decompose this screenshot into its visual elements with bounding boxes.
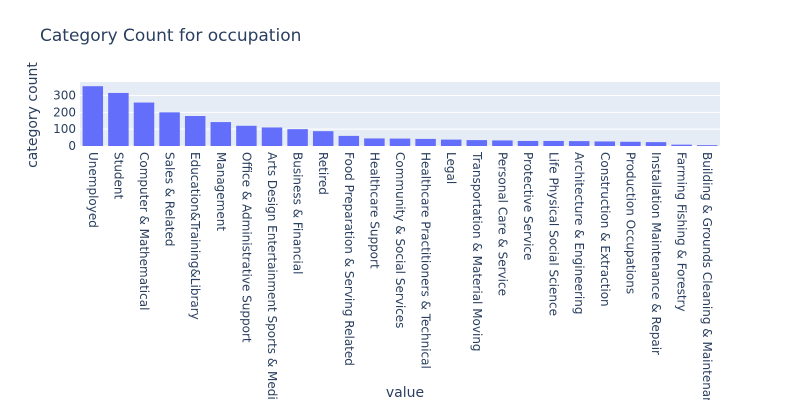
x-tick-label: Life Physical Social Science	[547, 152, 561, 316]
bar-22[interactable]	[645, 142, 667, 146]
bar-19[interactable]	[568, 141, 590, 146]
bar-6[interactable]	[236, 125, 257, 146]
bar-17[interactable]	[517, 140, 539, 146]
x-tick-label: Architecture & Engineering	[572, 152, 586, 314]
x-tick-label: Management	[214, 152, 228, 231]
x-tick-label: Protective Service	[521, 152, 535, 260]
bar-20[interactable]	[594, 141, 616, 146]
bar-7[interactable]	[261, 127, 283, 146]
x-tick-label: Student	[111, 152, 125, 200]
x-tick-label: Farming Fishing & Forestry	[675, 152, 689, 312]
x-tick-labels: Unemployed Student Computer & Mathematical…	[86, 151, 714, 400]
x-tick-label: Transportation & Material Moving	[470, 151, 484, 352]
x-tick-label: Community & Social Services	[393, 152, 407, 328]
x-tick-label: Office & Administrative Support	[239, 152, 253, 343]
bar-14[interactable]	[440, 139, 462, 146]
bar-12[interactable]	[389, 138, 411, 146]
bar-3[interactable]	[159, 112, 180, 146]
bar-10[interactable]	[338, 135, 360, 146]
x-tick-label: Computer & Mathematical	[137, 152, 151, 310]
bar-18[interactable]	[543, 140, 564, 146]
bar-0[interactable]	[82, 86, 104, 146]
bar-21[interactable]	[620, 141, 641, 146]
x-tick-label: Production Occupations	[623, 152, 637, 294]
chart-title: Category Count for occupation	[40, 26, 301, 46]
x-tick-label: Food Preparation & Serving Related	[342, 152, 356, 366]
x-axis-title: value	[386, 385, 424, 400]
y-tick-labels: 0 100 200 300	[53, 88, 76, 153]
x-tick-label: Construction & Extraction	[598, 152, 612, 307]
bar-5[interactable]	[210, 122, 232, 146]
x-tick-label: Sales & Related	[163, 152, 177, 247]
bar-8[interactable]	[287, 129, 308, 146]
bar-4[interactable]	[184, 116, 206, 146]
x-tick-label: Building & Grounds Cleaning & Maintenanc…	[700, 152, 714, 400]
x-tick-label: Healthcare Support	[367, 152, 381, 269]
bar-15[interactable]	[466, 140, 488, 146]
bar-2[interactable]	[133, 102, 155, 146]
x-tick-label: Installation Maintenance & Repair	[649, 152, 663, 355]
bar-23[interactable]	[671, 144, 692, 146]
bars	[82, 86, 718, 146]
bar-24[interactable]	[696, 145, 718, 146]
x-tick-label: Education&Training&Library	[188, 152, 202, 320]
bar-16[interactable]	[492, 140, 513, 146]
y-tick-label: 0	[68, 139, 76, 153]
y-tick-label: 100	[53, 122, 76, 136]
bar-1[interactable]	[108, 92, 129, 146]
bar-9[interactable]	[312, 131, 334, 146]
bar-13[interactable]	[415, 138, 436, 146]
x-tick-label: Unemployed	[86, 152, 100, 228]
x-tick-label: Personal Care & Service	[495, 152, 509, 296]
x-tick-label: Healthcare Practitioners & Technical	[419, 152, 433, 369]
x-tick-label: Retired	[316, 152, 330, 195]
y-tick-label: 200	[53, 105, 76, 119]
x-tick-label: Arts Design Entertainment Sports & Media	[265, 152, 279, 400]
y-tick-label: 300	[53, 88, 76, 102]
bar-11[interactable]	[364, 138, 385, 146]
x-tick-label: Legal	[444, 152, 458, 184]
y-axis-title: category count	[25, 62, 41, 168]
x-tick-label: Business & Financial	[291, 152, 305, 274]
